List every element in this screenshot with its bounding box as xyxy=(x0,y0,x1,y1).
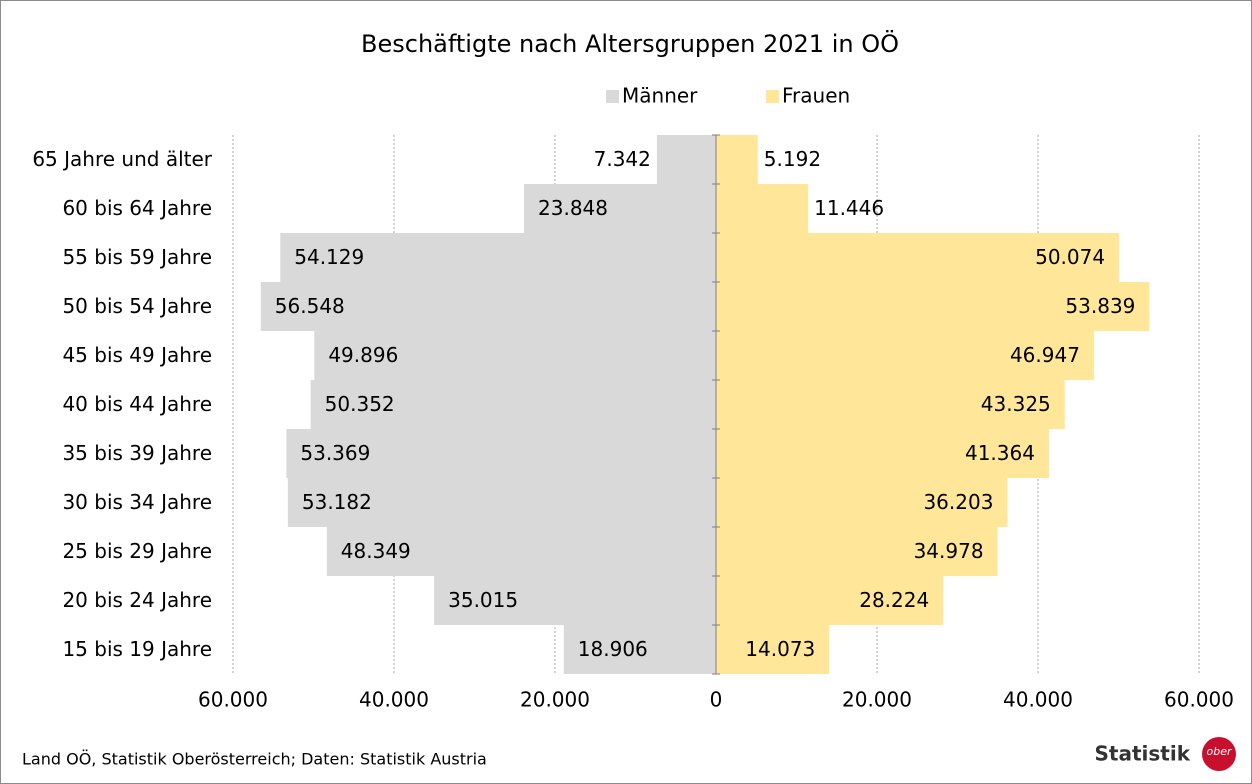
data-label: 34.978 xyxy=(914,539,984,563)
data-label: 53.369 xyxy=(300,441,370,465)
source: Land OÖ, Statistik Oberösterreich; Daten… xyxy=(22,750,487,769)
x-tick-label: 40.000 xyxy=(359,688,429,712)
data-label: 23.848 xyxy=(538,196,608,220)
bar xyxy=(524,184,716,233)
logo-badge xyxy=(1202,737,1236,771)
x-tick-label: 20.000 xyxy=(842,688,912,712)
data-label: 54.129 xyxy=(294,245,364,269)
y-tick-label: 65 Jahre und älter xyxy=(32,147,212,171)
data-label: 48.349 xyxy=(341,539,411,563)
legend-swatch xyxy=(606,90,619,103)
x-tick-label: 20.000 xyxy=(520,688,590,712)
bar xyxy=(716,478,1008,527)
bar xyxy=(716,184,809,233)
bar xyxy=(260,282,716,331)
legend-label: Männer xyxy=(622,84,698,108)
bar xyxy=(716,135,758,184)
chart-title: Beschäftigte nach Altersgruppen 2021 in … xyxy=(361,29,899,58)
bar xyxy=(656,135,716,184)
logo-text: Statistik xyxy=(1095,742,1191,766)
data-label: 7.342 xyxy=(594,147,651,171)
bar xyxy=(310,380,716,429)
y-tick-label: 50 bis 54 Jahre xyxy=(62,294,212,318)
legend-label: Frauen xyxy=(782,84,850,108)
bar xyxy=(716,527,998,576)
y-tick-label: 40 bis 44 Jahre xyxy=(62,392,212,416)
data-label: 53.839 xyxy=(1065,294,1135,318)
bar xyxy=(434,576,716,625)
data-label: 18.906 xyxy=(578,637,648,661)
legend-swatch xyxy=(766,90,779,103)
y-tick-label: 55 bis 59 Jahre xyxy=(62,245,212,269)
bar xyxy=(716,331,1094,380)
y-tick-label: 20 bis 24 Jahre xyxy=(62,588,212,612)
data-label: 41.364 xyxy=(965,441,1035,465)
data-label: 49.896 xyxy=(328,343,398,367)
data-label: 11.446 xyxy=(814,196,884,220)
data-label: 50.352 xyxy=(325,392,395,416)
bar xyxy=(716,429,1049,478)
data-label: 53.182 xyxy=(302,490,372,514)
y-tick-label: 15 bis 19 Jahre xyxy=(62,637,212,661)
x-tick-label: 0 xyxy=(710,688,723,712)
bar xyxy=(716,282,1150,331)
x-tick-label: 60.000 xyxy=(198,688,268,712)
y-tick-label: 45 bis 49 Jahre xyxy=(62,343,212,367)
x-tick-label: 60.000 xyxy=(1164,688,1234,712)
logo-badge-text: ober xyxy=(1206,745,1232,758)
data-label: 43.325 xyxy=(981,392,1051,416)
bar xyxy=(563,625,716,674)
data-label: 50.074 xyxy=(1035,245,1105,269)
bar xyxy=(326,527,716,576)
data-label: 56.548 xyxy=(275,294,345,318)
bar xyxy=(314,331,716,380)
data-label: 14.073 xyxy=(745,637,815,661)
data-label: 28.224 xyxy=(859,588,929,612)
bar xyxy=(287,478,716,527)
data-label: 36.203 xyxy=(923,490,993,514)
y-tick-label: 35 bis 39 Jahre xyxy=(62,441,212,465)
bar xyxy=(716,380,1065,429)
data-label: 46.947 xyxy=(1010,343,1080,367)
bar xyxy=(280,233,716,282)
bar xyxy=(286,429,716,478)
x-tick-label: 40.000 xyxy=(1003,688,1073,712)
y-tick-label: 25 bis 29 Jahre xyxy=(62,539,212,563)
y-tick-label: 30 bis 34 Jahre xyxy=(62,490,212,514)
bar xyxy=(716,625,830,674)
data-label: 5.192 xyxy=(764,147,821,171)
y-tick-label: 60 bis 64 Jahre xyxy=(62,196,212,220)
bar xyxy=(716,233,1120,282)
bar xyxy=(716,576,944,625)
data-label: 35.015 xyxy=(448,588,518,612)
